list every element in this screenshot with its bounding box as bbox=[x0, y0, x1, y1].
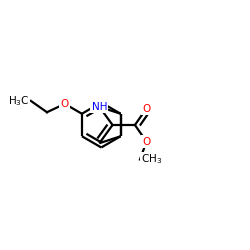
Text: CH$_3$: CH$_3$ bbox=[141, 153, 163, 166]
Text: O: O bbox=[61, 99, 69, 109]
Text: NH: NH bbox=[92, 102, 107, 112]
Text: H$_3$C: H$_3$C bbox=[8, 94, 30, 108]
Text: O: O bbox=[142, 104, 150, 114]
Text: O: O bbox=[142, 136, 150, 146]
